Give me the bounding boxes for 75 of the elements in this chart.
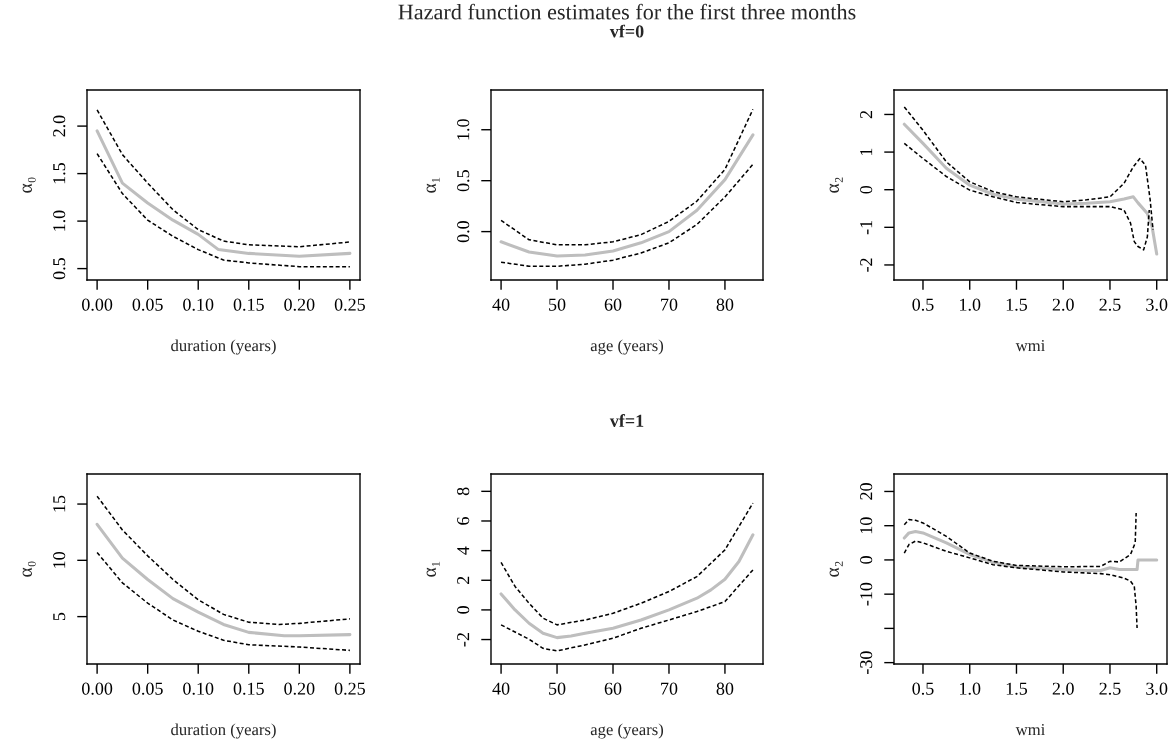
x-tick-label: 3.0 bbox=[1146, 298, 1168, 311]
x-tick-label: 70 bbox=[661, 298, 678, 311]
x-tick-label: 2.0 bbox=[1052, 298, 1074, 311]
y-tick-label: 2.0 bbox=[53, 115, 66, 137]
y-tick-label: 15 bbox=[53, 495, 66, 512]
y-tick-label: 0.0 bbox=[457, 221, 470, 243]
x-tick-label: 50 bbox=[549, 298, 566, 311]
x-tick-label: 0.15 bbox=[233, 298, 264, 311]
x-tick-label: 0.5 bbox=[912, 298, 934, 311]
x-axis-title: age (years) bbox=[590, 723, 664, 739]
y-tick-label: 0 bbox=[860, 185, 873, 194]
y-axis-title: α₁ bbox=[426, 561, 440, 577]
x-tick-label: 0.05 bbox=[132, 682, 163, 695]
y-tick-label: -10 bbox=[860, 582, 873, 606]
y-tick-label: -30 bbox=[860, 651, 873, 674]
x-axis-title: wmi bbox=[1015, 339, 1045, 352]
x-tick-label: 50 bbox=[549, 682, 566, 695]
y-tick-label: 0.5 bbox=[53, 258, 66, 280]
x-tick-label: 60 bbox=[604, 682, 622, 695]
y-tick-label: 0 bbox=[860, 556, 873, 564]
y-tick-label: 1.0 bbox=[457, 119, 470, 140]
x-axis-title: wmi bbox=[1015, 723, 1045, 736]
x-tick-label: 40 bbox=[492, 682, 510, 695]
x-tick-label: 0.05 bbox=[132, 298, 163, 311]
chart-subtitle: vf=0 bbox=[609, 24, 644, 38]
y-tick-label: 0 bbox=[457, 606, 470, 614]
y-tick-label: -1 bbox=[860, 220, 873, 235]
x-tick-label: 80 bbox=[716, 298, 734, 311]
y-tick-label: -2 bbox=[860, 258, 873, 272]
x-tick-label: 0.00 bbox=[82, 298, 113, 311]
x-tick-label: 0.10 bbox=[183, 682, 214, 695]
y-axis-title: α₀ bbox=[22, 177, 36, 193]
y-axis-title: α₁ bbox=[426, 177, 440, 193]
x-tick-label: 40 bbox=[492, 298, 510, 311]
x-tick-label: 1.0 bbox=[960, 682, 981, 695]
y-tick-label: 2 bbox=[457, 576, 470, 584]
y-tick-label: 1.0 bbox=[53, 210, 66, 231]
y-tick-label: 10 bbox=[860, 517, 873, 534]
x-axis-title: age (years) bbox=[590, 339, 664, 355]
y-tick-label: 4 bbox=[457, 546, 470, 555]
x-tick-label: 70 bbox=[661, 682, 678, 695]
x-tick-label: 0.00 bbox=[82, 682, 113, 695]
y-axis-title: α₀ bbox=[22, 561, 36, 577]
x-tick-label: 60 bbox=[604, 298, 622, 311]
x-tick-label: 1.5 bbox=[1006, 298, 1028, 311]
x-tick-label: 0.25 bbox=[334, 682, 365, 695]
x-tick-label: 1.0 bbox=[960, 298, 981, 311]
x-tick-label: 2.5 bbox=[1099, 682, 1121, 695]
y-tick-label: 1.5 bbox=[53, 163, 66, 184]
y-tick-label: 8 bbox=[457, 487, 470, 496]
x-tick-label: 2.5 bbox=[1099, 298, 1121, 311]
y-axis-title: α₂ bbox=[829, 177, 843, 193]
y-tick-label: 0.5 bbox=[457, 170, 470, 192]
y-axis-title: α₂ bbox=[829, 561, 843, 577]
chart-title: vf=1 bbox=[609, 414, 644, 427]
x-tick-label: 0.20 bbox=[284, 298, 315, 311]
x-tick-label: 1.5 bbox=[1006, 682, 1028, 695]
x-tick-label: 0.20 bbox=[284, 682, 315, 695]
y-tick-label: 5 bbox=[53, 612, 66, 621]
y-tick-label: 1 bbox=[860, 148, 873, 155]
x-tick-label: 0.25 bbox=[334, 298, 365, 311]
x-axis-title: duration (years) bbox=[171, 723, 276, 739]
y-tick-label: 10 bbox=[53, 551, 66, 568]
x-tick-label: 3.0 bbox=[1146, 682, 1168, 695]
x-tick-label: 0.5 bbox=[912, 682, 934, 695]
chart-title: Hazard function estimates for the first three months bbox=[398, 3, 856, 20]
x-tick-label: 80 bbox=[716, 682, 734, 695]
x-tick-label: 0.10 bbox=[183, 298, 214, 311]
x-tick-label: 0.15 bbox=[233, 682, 264, 695]
x-axis-title: duration (years) bbox=[171, 339, 276, 355]
x-tick-label: 2.0 bbox=[1052, 682, 1074, 695]
y-tick-label: 2 bbox=[860, 110, 873, 119]
y-tick-label: 6 bbox=[457, 517, 470, 525]
y-tick-label: 20 bbox=[860, 483, 873, 500]
y-tick-label: -2 bbox=[457, 633, 470, 647]
